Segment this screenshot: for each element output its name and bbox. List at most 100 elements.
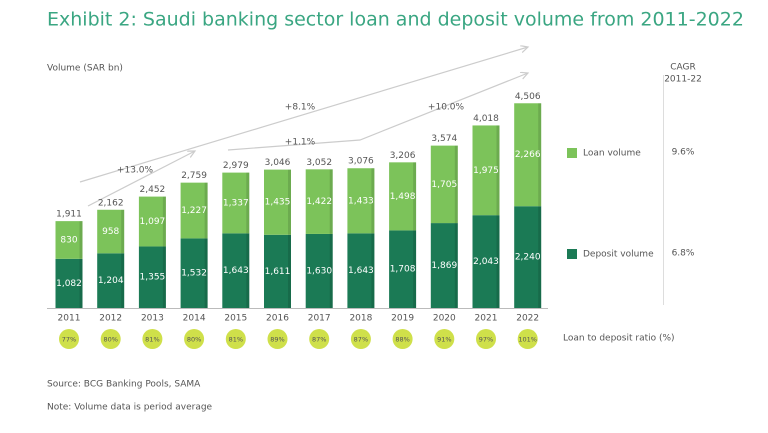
bar-segment	[430, 145, 458, 224]
annotation: +1.1%	[285, 138, 316, 148]
note: Note: Volume data is period average	[47, 403, 213, 413]
bar-edge	[79, 258, 83, 308]
ratio-marker	[267, 329, 288, 349]
annotation: +8.1%	[285, 103, 316, 113]
ratio-label: 81%	[145, 336, 159, 344]
ratio-marker	[184, 329, 205, 349]
bar-edge	[79, 221, 83, 259]
value-label: 1,433	[348, 196, 374, 206]
chart-title: Exhibit 2: Saudi banking sector loan and…	[47, 9, 744, 31]
bar-segment	[180, 238, 208, 308]
value-label: 2,266	[515, 150, 541, 160]
value-label: 1,705	[431, 180, 457, 190]
bar-edge	[162, 196, 166, 247]
bar-edge	[204, 182, 208, 239]
total-label: 4,506	[515, 92, 541, 102]
legend-label: Deposit volume	[583, 250, 654, 260]
bar-edge	[496, 125, 500, 216]
bar-edge	[121, 253, 125, 308]
ratio-marker	[517, 329, 538, 349]
value-label: 1,498	[390, 192, 416, 202]
total-label: 1,911	[56, 210, 82, 220]
bar-edge	[246, 172, 250, 234]
ratio-marker	[100, 329, 121, 349]
bar-segment	[97, 253, 125, 308]
x-tick-label: 2011	[58, 314, 81, 324]
value-label: 1,422	[306, 197, 332, 207]
ratio-label: 87%	[312, 336, 326, 344]
bar-segment	[222, 233, 250, 308]
bar-segment	[347, 168, 375, 234]
value-label: 1,082	[56, 279, 82, 289]
total-label: 2,452	[140, 185, 166, 195]
ratio-label: 88%	[395, 336, 409, 344]
cagr-title: CAGR	[670, 63, 696, 73]
ratio-label: Loan to deposit ratio (%)	[563, 334, 675, 344]
value-label: 830	[60, 235, 77, 245]
bar-edge	[204, 238, 208, 308]
x-tick-label: 2015	[224, 314, 247, 324]
value-label: 1,204	[98, 276, 124, 286]
bar-segment	[222, 172, 250, 234]
ratio-label: 89%	[270, 336, 284, 344]
annotation: +10.0%	[428, 103, 465, 113]
legend-swatch	[567, 148, 577, 158]
ratio-marker	[476, 329, 496, 349]
bar-edge	[454, 223, 458, 308]
value-label: 1,097	[140, 217, 166, 227]
x-tick-label: 2022	[516, 314, 539, 324]
x-tick-label: 2021	[475, 314, 498, 324]
value-label: 1,337	[223, 198, 249, 208]
source: Source: BCG Banking Pools, SAMA	[47, 380, 201, 390]
value-label: 958	[102, 227, 119, 237]
ratio-label: 97%	[479, 336, 493, 344]
x-tick-label: 2016	[266, 314, 289, 324]
bar-segment	[347, 233, 375, 308]
value-label: 1,355	[140, 273, 166, 283]
value-label: 2,043	[473, 257, 499, 267]
total-label: 3,076	[348, 157, 374, 167]
trend-arrows	[79, 47, 528, 207]
x-tick-label: 2017	[308, 314, 331, 324]
bar-edge	[538, 103, 542, 207]
bar-segment	[138, 246, 166, 308]
value-label: 1,975	[473, 166, 499, 176]
ratio-label: 87%	[354, 336, 368, 344]
ratio-marker	[434, 329, 455, 349]
value-label: 1,227	[181, 206, 207, 216]
ratio-marker	[59, 329, 79, 349]
bar-segment	[389, 230, 417, 308]
bar-edge	[371, 168, 375, 234]
total-label: 3,052	[306, 158, 332, 168]
total-label: 3,206	[390, 151, 416, 161]
bar-segment	[55, 258, 83, 308]
bar-segment	[55, 221, 83, 259]
bar-segment	[305, 233, 333, 308]
bar-segment	[514, 103, 542, 207]
cagr-period: 2011-22	[664, 75, 702, 85]
bar-segment	[472, 125, 500, 216]
bar-edge	[329, 233, 333, 308]
y-label: Volume (SAR bn)	[47, 64, 123, 74]
bar-segment	[389, 162, 417, 231]
ratio-label: 80%	[187, 336, 201, 344]
value-label: 1,869	[431, 261, 457, 271]
value-label: 1,532	[181, 269, 207, 279]
legend-swatch	[567, 249, 577, 259]
bar-segment	[264, 169, 291, 235]
bar-segment	[430, 223, 458, 308]
ratio-marker	[350, 329, 371, 349]
cagr-value: 6.8%	[672, 249, 695, 259]
bar-segment	[138, 196, 166, 247]
bar-edge	[454, 145, 458, 224]
x-tick-label: 2012	[99, 314, 122, 324]
bar-edge	[496, 215, 500, 308]
ratio-marker	[225, 329, 246, 349]
total-label: 3,574	[431, 134, 457, 144]
total-label: 2,979	[223, 161, 249, 171]
bar-edge	[288, 234, 291, 308]
total-label: 4,018	[473, 114, 499, 124]
x-tick-label: 2018	[349, 314, 372, 324]
value-label: 2,240	[515, 253, 541, 263]
value-label: 1,630	[306, 266, 332, 276]
